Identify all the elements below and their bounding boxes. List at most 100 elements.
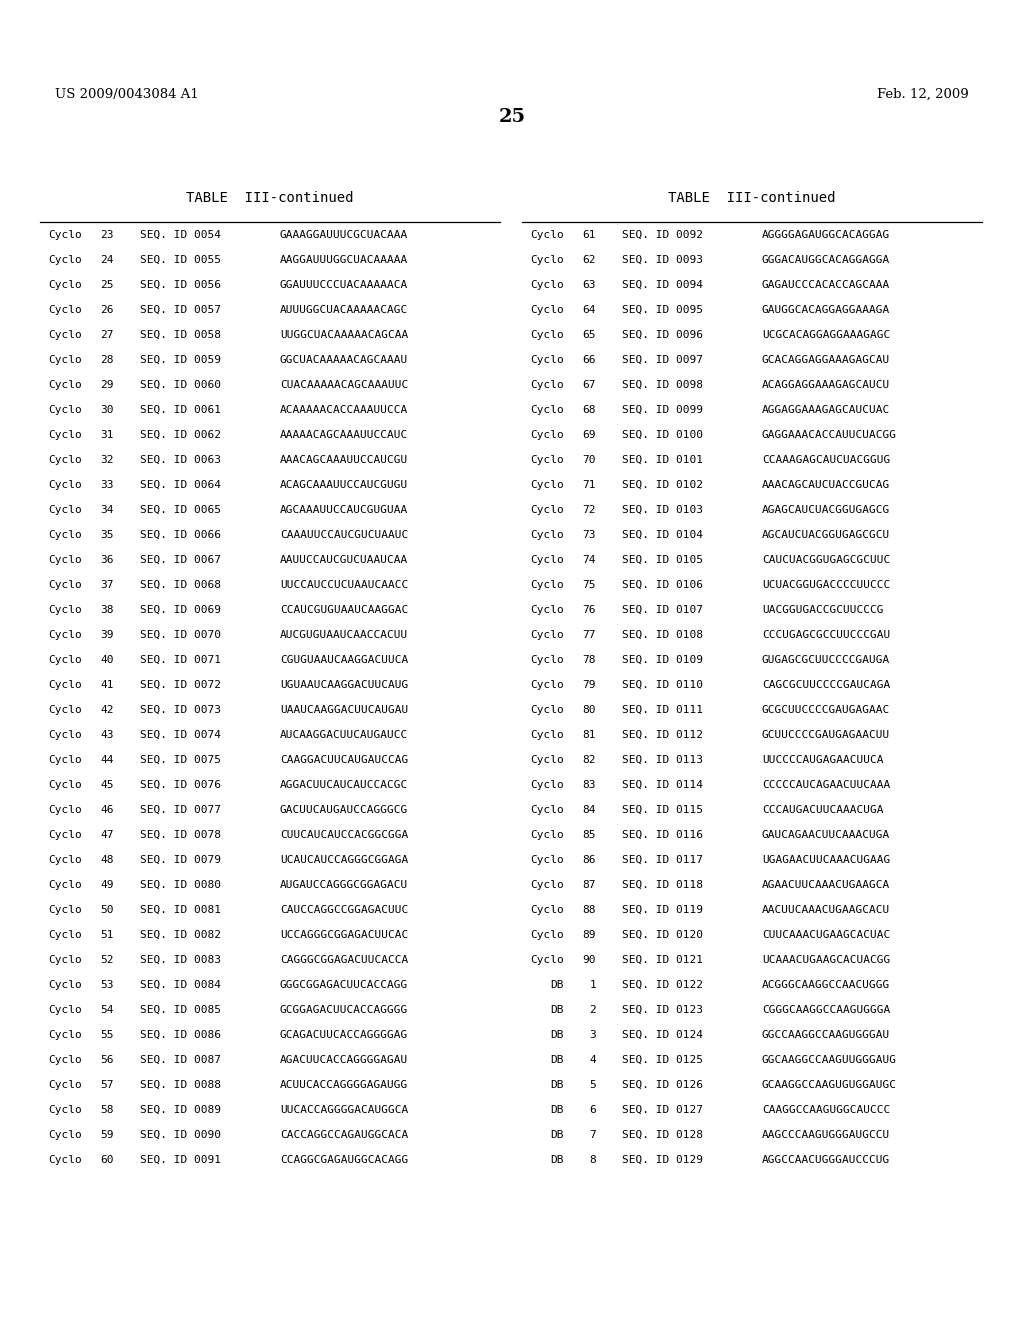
Text: 5: 5	[589, 1080, 596, 1090]
Text: SEQ. ID 0054: SEQ. ID 0054	[140, 230, 221, 240]
Text: 50: 50	[100, 906, 114, 915]
Text: DB: DB	[551, 1030, 564, 1040]
Text: GAGAUCCCACACCAGCAAA: GAGAUCCCACACCAGCAAA	[762, 280, 890, 290]
Text: Cyclo: Cyclo	[530, 954, 564, 965]
Text: SEQ. ID 0101: SEQ. ID 0101	[622, 455, 703, 465]
Text: 60: 60	[100, 1155, 114, 1166]
Text: Cyclo: Cyclo	[48, 1105, 82, 1115]
Text: SEQ. ID 0055: SEQ. ID 0055	[140, 255, 221, 265]
Text: UCGCACAGGAGGAAAGAGC: UCGCACAGGAGGAAAGAGC	[762, 330, 890, 341]
Text: SEQ. ID 0110: SEQ. ID 0110	[622, 680, 703, 690]
Text: Cyclo: Cyclo	[530, 579, 564, 590]
Text: 73: 73	[583, 531, 596, 540]
Text: Cyclo: Cyclo	[48, 1130, 82, 1140]
Text: Cyclo: Cyclo	[530, 755, 564, 766]
Text: GGCAAGGCCAAGUUGGGAUG: GGCAAGGCCAAGUUGGGAUG	[762, 1055, 897, 1065]
Text: 37: 37	[100, 579, 114, 590]
Text: 78: 78	[583, 655, 596, 665]
Text: Cyclo: Cyclo	[530, 330, 564, 341]
Text: UUGGCUACAAAAACAGCAA: UUGGCUACAAAAACAGCAA	[280, 330, 409, 341]
Text: CCAGGCGAGAUGGCACAGG: CCAGGCGAGAUGGCACAGG	[280, 1155, 409, 1166]
Text: Cyclo: Cyclo	[48, 330, 82, 341]
Text: Cyclo: Cyclo	[530, 430, 564, 440]
Text: Cyclo: Cyclo	[48, 280, 82, 290]
Text: SEQ. ID 0092: SEQ. ID 0092	[622, 230, 703, 240]
Text: 41: 41	[100, 680, 114, 690]
Text: GAUGGCACAGGAGGAAAGA: GAUGGCACAGGAGGAAAGA	[762, 305, 890, 315]
Text: SEQ. ID 0090: SEQ. ID 0090	[140, 1130, 221, 1140]
Text: CAAGGACUUCAUGAUCCAG: CAAGGACUUCAUGAUCCAG	[280, 755, 409, 766]
Text: Cyclo: Cyclo	[48, 730, 82, 741]
Text: SEQ. ID 0120: SEQ. ID 0120	[622, 931, 703, 940]
Text: Cyclo: Cyclo	[530, 780, 564, 789]
Text: Cyclo: Cyclo	[530, 554, 564, 565]
Text: GCACAGGAGGAAAGAGCAU: GCACAGGAGGAAAGAGCAU	[762, 355, 890, 366]
Text: 51: 51	[100, 931, 114, 940]
Text: Cyclo: Cyclo	[48, 255, 82, 265]
Text: 77: 77	[583, 630, 596, 640]
Text: Cyclo: Cyclo	[48, 880, 82, 890]
Text: Cyclo: Cyclo	[48, 531, 82, 540]
Text: SEQ. ID 0103: SEQ. ID 0103	[622, 506, 703, 515]
Text: 65: 65	[583, 330, 596, 341]
Text: Cyclo: Cyclo	[48, 405, 82, 414]
Text: 6: 6	[589, 1105, 596, 1115]
Text: 72: 72	[583, 506, 596, 515]
Text: Cyclo: Cyclo	[48, 1155, 82, 1166]
Text: CCCUGAGCGCCUUCCCGAU: CCCUGAGCGCCUUCCCGAU	[762, 630, 890, 640]
Text: SEQ. ID 0112: SEQ. ID 0112	[622, 730, 703, 741]
Text: 47: 47	[100, 830, 114, 840]
Text: Cyclo: Cyclo	[48, 755, 82, 766]
Text: 61: 61	[583, 230, 596, 240]
Text: 59: 59	[100, 1130, 114, 1140]
Text: UACGGUGACCGCUUCCCG: UACGGUGACCGCUUCCCG	[762, 605, 884, 615]
Text: 57: 57	[100, 1080, 114, 1090]
Text: CUUCAAACUGAAGCACUAC: CUUCAAACUGAAGCACUAC	[762, 931, 890, 940]
Text: SEQ. ID 0098: SEQ. ID 0098	[622, 380, 703, 389]
Text: 58: 58	[100, 1105, 114, 1115]
Text: 36: 36	[100, 554, 114, 565]
Text: ACAGGAGGAAAGAGCAUCU: ACAGGAGGAAAGAGCAUCU	[762, 380, 890, 389]
Text: 75: 75	[583, 579, 596, 590]
Text: Cyclo: Cyclo	[48, 630, 82, 640]
Text: SEQ. ID 0116: SEQ. ID 0116	[622, 830, 703, 840]
Text: SEQ. ID 0118: SEQ. ID 0118	[622, 880, 703, 890]
Text: Cyclo: Cyclo	[530, 531, 564, 540]
Text: AGAGCAUCUACGGUGAGCG: AGAGCAUCUACGGUGAGCG	[762, 506, 890, 515]
Text: UCAAACUGAAGCACUACGG: UCAAACUGAAGCACUACGG	[762, 954, 890, 965]
Text: 66: 66	[583, 355, 596, 366]
Text: Cyclo: Cyclo	[48, 931, 82, 940]
Text: GAAAGGAUUUCGCUACAAA: GAAAGGAUUUCGCUACAAA	[280, 230, 409, 240]
Text: SEQ. ID 0122: SEQ. ID 0122	[622, 979, 703, 990]
Text: 33: 33	[100, 480, 114, 490]
Text: CCAUCGUGUAAUCAAGGAC: CCAUCGUGUAAUCAAGGAC	[280, 605, 409, 615]
Text: CCCAUGACUUCAAACUGA: CCCAUGACUUCAAACUGA	[762, 805, 884, 814]
Text: AAAAACAGCAAAUUCCAUC: AAAAACAGCAAAUUCCAUC	[280, 430, 409, 440]
Text: Cyclo: Cyclo	[530, 380, 564, 389]
Text: AGACUUCACCAGGGGAGAU: AGACUUCACCAGGGGAGAU	[280, 1055, 409, 1065]
Text: AGGACUUCAUCAUCCACGC: AGGACUUCAUCAUCCACGC	[280, 780, 409, 789]
Text: 81: 81	[583, 730, 596, 741]
Text: Cyclo: Cyclo	[48, 305, 82, 315]
Text: SEQ. ID 0100: SEQ. ID 0100	[622, 430, 703, 440]
Text: AAACAGCAUCUACCGUCAG: AAACAGCAUCUACCGUCAG	[762, 480, 890, 490]
Text: SEQ. ID 0056: SEQ. ID 0056	[140, 280, 221, 290]
Text: GCAGACUUCACCAGGGGAG: GCAGACUUCACCAGGGGAG	[280, 1030, 409, 1040]
Text: US 2009/0043084 A1: US 2009/0043084 A1	[55, 88, 199, 102]
Text: Cyclo: Cyclo	[530, 655, 564, 665]
Text: DB: DB	[551, 979, 564, 990]
Text: 54: 54	[100, 1005, 114, 1015]
Text: 31: 31	[100, 430, 114, 440]
Text: SEQ. ID 0085: SEQ. ID 0085	[140, 1005, 221, 1015]
Text: 53: 53	[100, 979, 114, 990]
Text: SEQ. ID 0089: SEQ. ID 0089	[140, 1105, 221, 1115]
Text: CCAAAGAGCAUCUACGGUG: CCAAAGAGCAUCUACGGUG	[762, 455, 890, 465]
Text: 46: 46	[100, 805, 114, 814]
Text: SEQ. ID 0078: SEQ. ID 0078	[140, 830, 221, 840]
Text: GUGAGCGCUUCCCCGAUGA: GUGAGCGCUUCCCCGAUGA	[762, 655, 890, 665]
Text: DB: DB	[551, 1005, 564, 1015]
Text: 32: 32	[100, 455, 114, 465]
Text: Cyclo: Cyclo	[48, 506, 82, 515]
Text: SEQ. ID 0068: SEQ. ID 0068	[140, 579, 221, 590]
Text: UAAUCAAGGACUUCAUGAU: UAAUCAAGGACUUCAUGAU	[280, 705, 409, 715]
